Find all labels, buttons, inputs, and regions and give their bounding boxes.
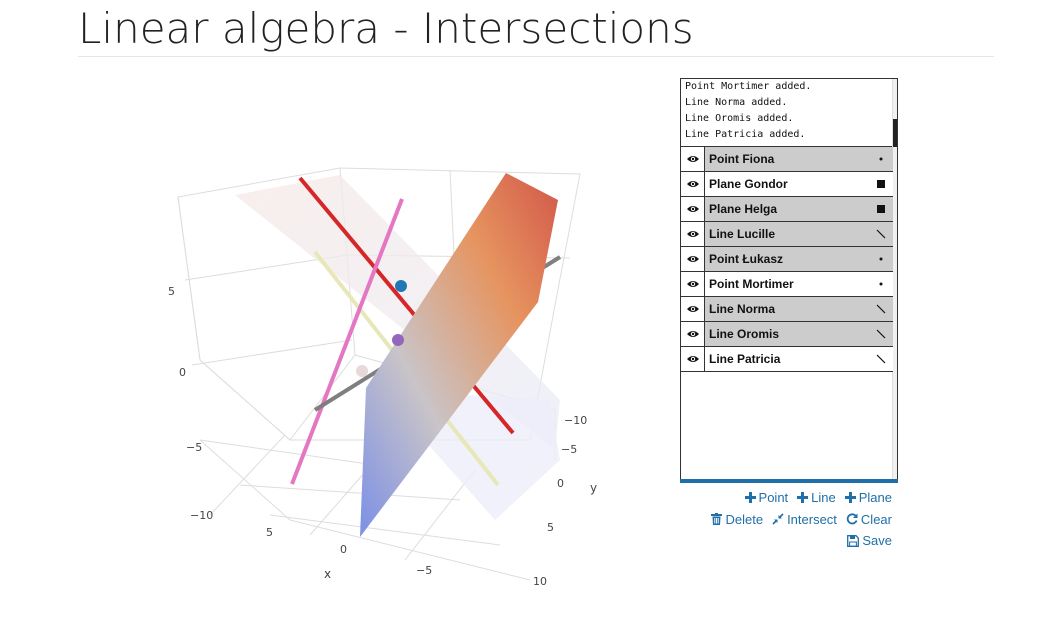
point-type-icon [869, 247, 893, 271]
object-name: Plane Helga [709, 202, 778, 216]
object-row-plane-helga[interactable]: Plane Helga [681, 197, 893, 222]
intersect-button[interactable]: Intersect [772, 512, 837, 527]
object-panel: Point Mortimer added. Line Norma added. … [680, 78, 898, 482]
x-tick-label: 0 [340, 543, 347, 556]
line-type-icon [869, 322, 893, 346]
log-line: Point Mortimer added. [685, 81, 812, 92]
point-type-icon [869, 272, 893, 296]
add-line-button[interactable]: Line [797, 490, 836, 505]
object-name: Point Łukasz [709, 252, 784, 266]
plane-type-icon [869, 172, 893, 196]
object-name: Point Mortimer [709, 277, 794, 291]
visibility-eye-icon[interactable] [681, 172, 705, 196]
visibility-eye-icon[interactable] [681, 222, 705, 246]
visibility-eye-icon[interactable] [681, 247, 705, 271]
refresh-icon [846, 513, 858, 525]
object-row-line-lucille[interactable]: Line Lucille [681, 222, 893, 247]
z-tick-label: 0 [179, 366, 186, 379]
log-line: Line Norma added. [685, 97, 788, 108]
compress-arrows-icon [772, 513, 784, 525]
y-tick-label: −10 [564, 414, 587, 427]
plus-icon [744, 492, 756, 504]
point-lukasz-marker [392, 334, 404, 346]
visibility-eye-icon[interactable] [681, 272, 705, 296]
plane-helga-surface [235, 175, 560, 450]
line-type-icon [869, 297, 893, 321]
plus-icon [797, 492, 809, 504]
object-row-plane-gondor[interactable]: Plane Gondor [681, 172, 893, 197]
visibility-eye-icon[interactable] [681, 197, 705, 221]
3d-plot-canvas[interactable]: 5 0 −5 −10 −10 −5 0 5 10 y 5 0 −5 x [140, 140, 640, 610]
delete-button[interactable]: Delete [711, 512, 763, 527]
object-name: Point Fiona [709, 152, 775, 166]
floppy-disk-icon [847, 534, 860, 547]
visibility-eye-icon[interactable] [681, 147, 705, 171]
object-row-point-mortimer[interactable]: Point Mortimer [681, 272, 893, 297]
3d-plot[interactable]: 5 0 −5 −10 −10 −5 0 5 10 y 5 0 −5 x [140, 140, 640, 610]
save-label: Save [862, 533, 892, 549]
delete-label: Delete [725, 511, 764, 527]
visibility-eye-icon[interactable] [681, 347, 705, 371]
object-row-line-patricia[interactable]: Line Patricia [681, 347, 893, 372]
object-name: Line Oromis [709, 327, 780, 341]
z-tick-label: −5 [186, 441, 202, 454]
plane-gondor-surface [360, 173, 558, 537]
clear-button[interactable]: Clear [846, 512, 892, 527]
object-list: Point Fiona Plane Gondor Plane Helga Lin… [681, 147, 893, 372]
object-row-point-lukasz[interactable]: Point Łukasz [681, 247, 893, 272]
object-row-line-norma[interactable]: Line Norma [681, 297, 893, 322]
x-tick-label: 5 [266, 526, 273, 539]
clear-label: Clear [860, 511, 892, 527]
log-line: Line Oromis added. [685, 113, 794, 124]
object-row-point-fiona[interactable]: Point Fiona [681, 147, 893, 172]
x-axis-title: x [324, 567, 331, 581]
page-title: Linear algebra - Intersections [78, 4, 694, 53]
add-plane-label: Plane [858, 490, 892, 506]
trash-icon [711, 513, 723, 526]
point-type-icon [869, 147, 893, 171]
x-tick-label: −5 [416, 564, 432, 577]
point-mortimer-marker [395, 280, 407, 292]
object-row-line-oromis[interactable]: Line Oromis [681, 322, 893, 347]
add-point-label: Point [758, 490, 789, 506]
title-divider [78, 56, 994, 57]
plane-type-icon [869, 197, 893, 221]
z-tick-label: −10 [190, 509, 213, 522]
line-type-icon [869, 222, 893, 246]
plus-icon [844, 492, 856, 504]
line-type-icon [869, 347, 893, 371]
point-fiona-marker [356, 365, 368, 377]
object-name: Line Lucille [709, 227, 776, 241]
visibility-eye-icon[interactable] [681, 297, 705, 321]
y-tick-label: 5 [547, 521, 554, 534]
panel-footer-bar [680, 479, 898, 483]
y-tick-label: 0 [557, 477, 564, 490]
object-name: Line Norma [709, 302, 776, 316]
y-tick-label: 10 [533, 575, 547, 588]
y-axis-title: y [590, 481, 597, 495]
line-norma [298, 176, 515, 435]
add-line-label: Line [811, 490, 836, 506]
object-name: Plane Gondor [709, 177, 788, 191]
panel-scrollbar-thumb[interactable] [893, 119, 897, 147]
add-plane-button[interactable]: Plane [844, 490, 892, 506]
intersect-label: Intersect [787, 511, 837, 527]
object-name: Line Patricia [709, 352, 781, 366]
console-log: Point Mortimer added. Line Norma added. … [681, 79, 893, 147]
log-line: Line Patricia added. [685, 129, 806, 140]
z-tick-label: 5 [168, 285, 175, 298]
action-bar: Point Line Plane Delete Intersect Clear … [680, 487, 892, 552]
line-oromis [290, 198, 404, 485]
visibility-eye-icon[interactable] [681, 322, 705, 346]
y-tick-label: −5 [561, 443, 577, 456]
add-point-button[interactable]: Point [744, 490, 789, 506]
save-button[interactable]: Save [847, 533, 892, 548]
